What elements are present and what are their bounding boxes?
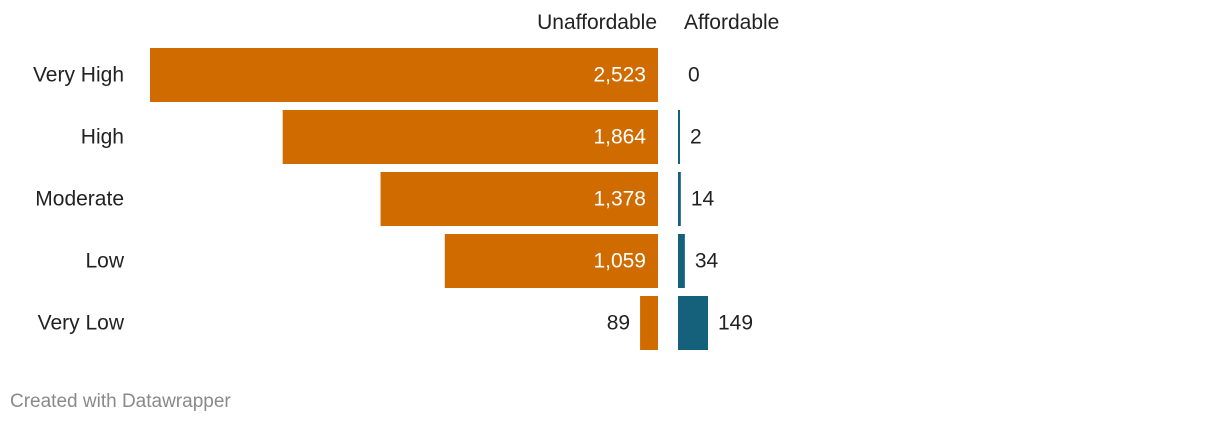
unaffordable-bar-very-low	[640, 296, 658, 350]
unaffordable-bar-moderate	[380, 172, 658, 226]
affordable-bar-moderate	[678, 172, 681, 226]
category-label-moderate: Moderate	[35, 188, 124, 211]
unaffordable-bar-low	[444, 234, 658, 288]
category-label-low: Low	[85, 250, 124, 273]
affordable-bar-high	[678, 110, 680, 164]
affordable-column-header: Affordable	[684, 11, 780, 34]
affordable-value-label-low: 34	[695, 250, 719, 273]
unaffordable-bar-high	[282, 110, 658, 164]
affordable-value-label-moderate: 14	[691, 188, 715, 211]
affordable-value-label-very-high: 0	[688, 64, 700, 87]
affordable-value-label-very-low: 149	[718, 312, 753, 335]
unaffordable-value-label-very-low: 89	[607, 312, 630, 335]
unaffordable-value-label-high: 1,864	[593, 126, 646, 149]
category-label-high: High	[81, 126, 124, 149]
unaffordable-bar-very-high	[150, 48, 658, 102]
unaffordable-column-header: Unaffordable	[537, 11, 657, 34]
affordable-value-label-high: 2	[690, 126, 702, 149]
category-label-very-high: Very High	[33, 64, 124, 87]
affordable-bar-low	[678, 234, 685, 288]
affordable-bar-very-low	[678, 296, 708, 350]
unaffordable-value-label-moderate: 1,378	[593, 188, 646, 211]
unaffordable-value-label-low: 1,059	[593, 250, 646, 273]
category-label-very-low: Very Low	[38, 312, 125, 335]
footer-credit: Created with Datawrapper	[10, 391, 231, 412]
unaffordable-value-label-very-high: 2,523	[593, 64, 646, 87]
